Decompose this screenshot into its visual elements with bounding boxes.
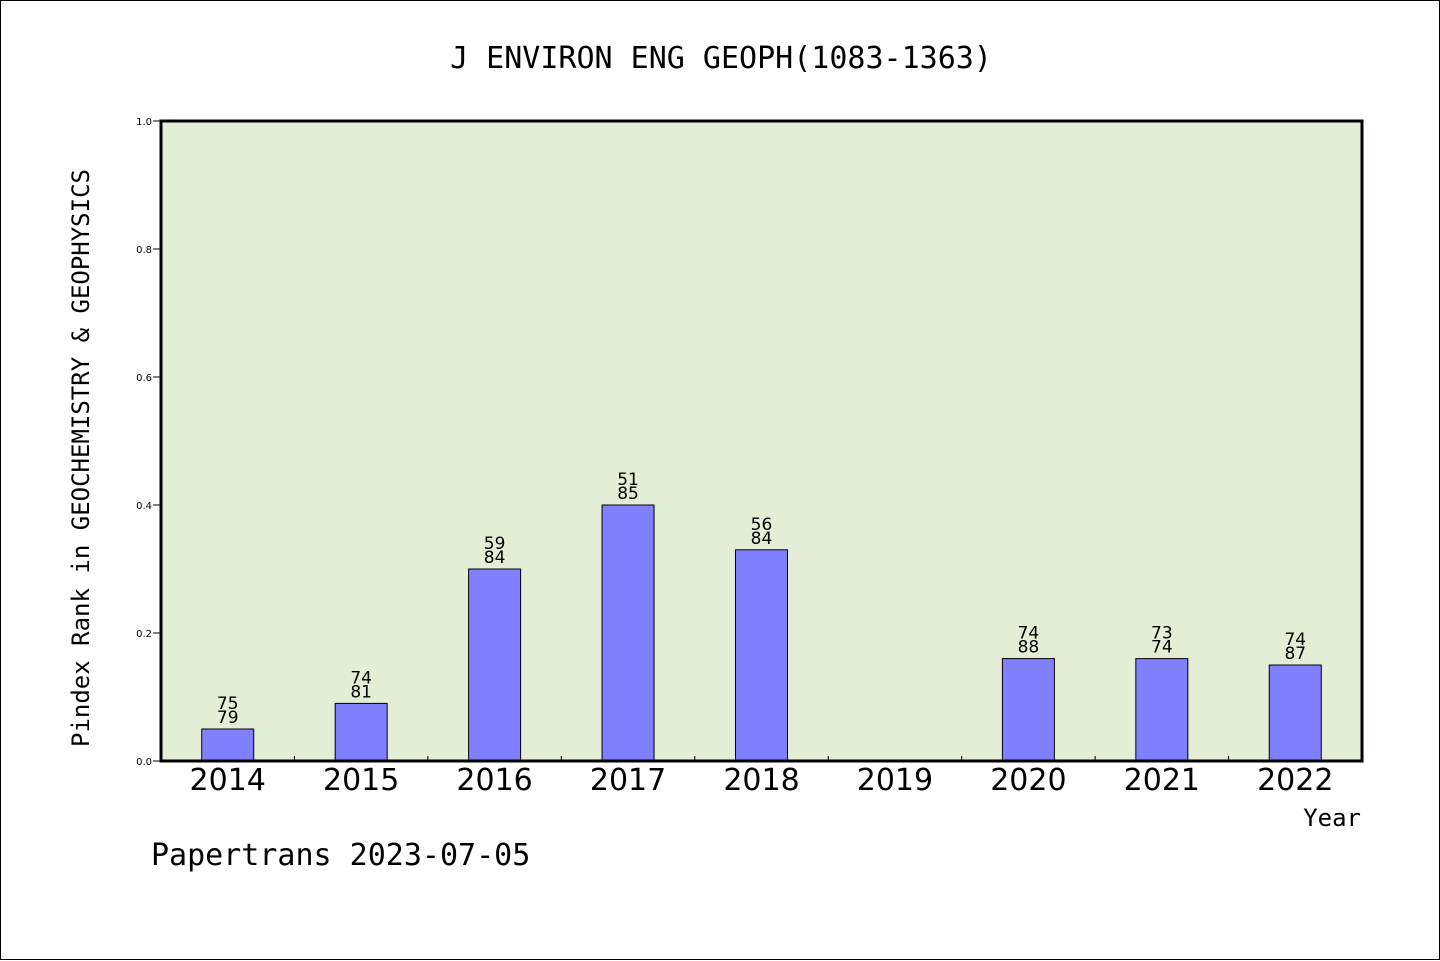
bar-label-bottom-2015: 81 bbox=[350, 682, 372, 702]
bar-label-bottom-2020: 88 bbox=[1018, 638, 1040, 658]
footer-date-stamp: Papertrans 2023-07-05 bbox=[151, 838, 530, 873]
x-axis-label: Year bbox=[1303, 804, 1361, 832]
x-axis: 2014 2015 2016 2017 2018 2019 2020 2021 2022 bbox=[190, 756, 1333, 798]
y-tick-label-1.0: 1.0 bbox=[136, 117, 152, 128]
x-tick-label-2021: 2021 bbox=[1124, 763, 1200, 798]
bar-2022 bbox=[1268, 664, 1322, 762]
bar-label-top-2022: 74 bbox=[1284, 630, 1306, 650]
bar-label-top-2020: 74 bbox=[1018, 624, 1040, 644]
y-tick-label-0.0: 0.0 bbox=[136, 757, 152, 768]
bar-label-bottom-2017: 85 bbox=[617, 484, 639, 504]
x-tick-label-2020: 2020 bbox=[990, 763, 1066, 798]
x-tick-label-2016: 2016 bbox=[456, 763, 532, 798]
bar-label-bottom-2022: 87 bbox=[1284, 644, 1306, 664]
bar-label-top-2018: 56 bbox=[751, 515, 773, 535]
bar-label-top-2014: 75 bbox=[217, 694, 239, 714]
y-axis-label: Pindex Rank in GEOCHEMISTRY & GEOPHYSICS bbox=[67, 169, 95, 747]
x-tick-label-2017: 2017 bbox=[590, 763, 666, 798]
bar-label-top-2017: 51 bbox=[617, 470, 639, 490]
x-tick-label-2022: 2022 bbox=[1257, 763, 1333, 798]
bar-2017 bbox=[601, 504, 655, 762]
bar-2020 bbox=[1001, 658, 1055, 762]
bar-2015 bbox=[334, 702, 388, 762]
bar-label-bottom-2016: 84 bbox=[484, 548, 506, 568]
x-tick-label-2019: 2019 bbox=[857, 763, 933, 798]
x-tick-label-2014: 2014 bbox=[190, 763, 266, 798]
y-tick-label-0.4: 0.4 bbox=[136, 501, 152, 512]
bars-layer bbox=[201, 504, 1322, 762]
bar-2021 bbox=[1135, 658, 1189, 762]
bar-label-bottom-2018: 84 bbox=[751, 529, 773, 549]
plot-frame bbox=[159, 119, 1364, 763]
y-tick-label-0.2: 0.2 bbox=[136, 629, 152, 640]
bar-2016 bbox=[468, 568, 522, 762]
bar-label-top-2021: 73 bbox=[1151, 624, 1173, 644]
bar-label-bottom-2014: 79 bbox=[217, 708, 239, 728]
y-axis: 0.0 0.2 0.4 0.6 0.8 1.0 bbox=[136, 117, 161, 768]
bar-label-top-2015: 74 bbox=[350, 668, 372, 688]
bar-2018 bbox=[735, 549, 788, 762]
y-tick-label-0.8: 0.8 bbox=[136, 245, 152, 256]
y-tick-label-0.6: 0.6 bbox=[136, 373, 152, 384]
bar-label-bottom-2021: 74 bbox=[1151, 638, 1173, 658]
x-tick-label-2015: 2015 bbox=[323, 763, 399, 798]
x-tick-label-2018: 2018 bbox=[723, 763, 799, 798]
bar-label-top-2016: 59 bbox=[484, 534, 506, 554]
chart-title: J ENVIRON ENG GEOPH(1083-1363) bbox=[450, 41, 992, 76]
bar-2014 bbox=[201, 728, 255, 762]
